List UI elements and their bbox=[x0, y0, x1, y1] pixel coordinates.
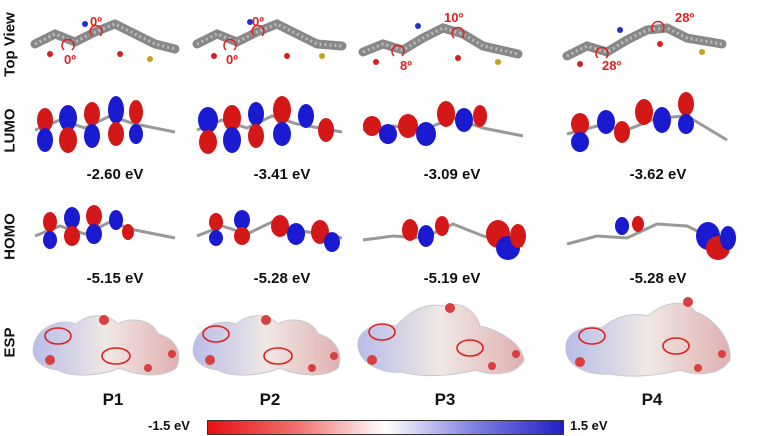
row-label-top-view: Top View bbox=[1, 12, 19, 77]
angle-label: 0º bbox=[226, 52, 238, 67]
homo-energy-p1: -5.15 eV bbox=[86, 270, 144, 287]
angle-label: 28º bbox=[602, 58, 622, 73]
lumo-energy-p3: -3.09 eV bbox=[423, 166, 481, 183]
lumo-orbital-p2 bbox=[196, 96, 343, 154]
top-view-p4 bbox=[562, 20, 727, 67]
angle-label: 0º bbox=[90, 14, 102, 29]
lumo-energy-p2: -3.41 eV bbox=[253, 166, 311, 183]
lumo-orbital-p3 bbox=[362, 101, 524, 146]
row-label-homo: HOMO bbox=[1, 213, 19, 260]
lumo-energy-p4: -3.62 eV bbox=[629, 166, 687, 183]
angle-label: 8º bbox=[400, 58, 412, 73]
panel-name-p4: P4 bbox=[641, 390, 663, 409]
top-view-p1 bbox=[30, 19, 180, 62]
angle-label: 0º bbox=[252, 14, 264, 29]
angle-label: 0º bbox=[64, 52, 76, 67]
homo-orbital-p2 bbox=[196, 210, 343, 252]
homo-orbital-p1 bbox=[34, 205, 176, 249]
lumo-orbital-p4 bbox=[566, 92, 728, 152]
esp-surface-p1 bbox=[32, 315, 180, 376]
esp-colorbar bbox=[207, 420, 564, 435]
scale-min-label: -1.5 eV bbox=[148, 418, 190, 433]
top-view-p3 bbox=[358, 23, 523, 65]
homo-energy-p2: -5.28 eV bbox=[253, 270, 311, 287]
scale-max-label: 1.5 eV bbox=[570, 418, 608, 433]
esp-surface-p4 bbox=[565, 297, 731, 377]
homo-energy-p4: -5.28 eV bbox=[629, 270, 687, 287]
row-label-lumo: LUMO bbox=[1, 108, 19, 153]
lumo-orbital-p1 bbox=[34, 96, 176, 153]
homo-orbital-p4 bbox=[566, 216, 736, 260]
lumo-energy-p1: -2.60 eV bbox=[86, 166, 144, 183]
top-view-p2 bbox=[192, 19, 347, 59]
panel-name-p2: P2 bbox=[259, 390, 281, 409]
homo-orbital-p3 bbox=[362, 216, 526, 260]
esp-surface-p3 bbox=[357, 303, 525, 377]
panel-name-p3: P3 bbox=[434, 390, 456, 409]
row-label-esp: ESP bbox=[1, 327, 19, 358]
esp-surface-p2 bbox=[192, 315, 341, 376]
panel-name-p1: P1 bbox=[102, 390, 124, 409]
angle-label: 10º bbox=[444, 10, 464, 25]
homo-energy-p3: -5.19 eV bbox=[423, 270, 481, 287]
angle-label: 28º bbox=[675, 10, 695, 25]
